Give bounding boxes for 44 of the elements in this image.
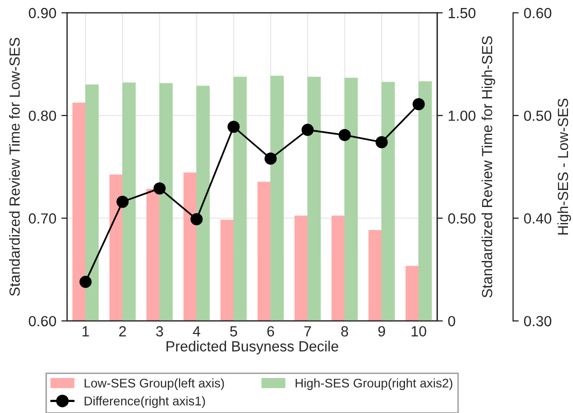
point — [190, 213, 203, 226]
y2-axis-title: Standardized Review Time for High-SES — [482, 36, 496, 298]
y3-tick-label: 0.40 — [524, 213, 552, 224]
point — [338, 128, 351, 142]
bar — [381, 82, 395, 321]
x-tick-label: 9 — [378, 326, 386, 336]
bar — [418, 81, 432, 321]
y2-tick-label: 0 — [448, 316, 456, 326]
point — [264, 152, 277, 165]
x-tick-label: 7 — [304, 326, 311, 336]
x-tick-label: 10 — [412, 326, 426, 336]
y-tick-label: 0.60 — [28, 316, 56, 326]
x-tick-label: 8 — [341, 326, 348, 336]
bar — [344, 78, 358, 321]
x-tick-label: 2 — [119, 326, 126, 336]
x-axis-title: Predicted Busyness Decile — [166, 340, 338, 354]
bar — [233, 76, 247, 321]
x-tick-label: 6 — [267, 326, 274, 336]
x-tick-label: 1 — [82, 326, 89, 336]
x-tick-label: 4 — [192, 326, 200, 336]
y-tick-label: 0.80 — [28, 110, 56, 121]
x-tick-label: 3 — [156, 326, 163, 336]
point — [116, 196, 129, 208]
y3-tick-label: 0.50 — [524, 110, 552, 121]
point — [376, 136, 388, 148]
x-tick-label: 5 — [230, 326, 238, 336]
y-tick-label: 0.70 — [28, 213, 56, 224]
legend-label: High-SES Group(right axis2) — [296, 378, 452, 390]
y-tick-label: 0.90 — [28, 8, 56, 18]
y2-tick-label: 1.50 — [448, 8, 476, 18]
y3-tick-label: 0.60 — [524, 8, 552, 18]
point — [228, 120, 240, 133]
point — [302, 124, 314, 136]
legend-label: Low-SES Group(left axis) — [84, 378, 224, 390]
y2-tick-label: 1.00 — [448, 110, 476, 121]
y-axis-title: Standardized Review Time for Low-SES — [9, 38, 20, 296]
point — [412, 98, 425, 110]
y2-tick-label: 0.50 — [448, 213, 476, 224]
point — [154, 182, 166, 194]
point — [79, 276, 92, 288]
bar — [307, 76, 321, 321]
legend-label: Difference(right axis1) — [84, 396, 205, 408]
y3-axis-title: High-SES - Low-SES — [557, 98, 572, 235]
y3-tick-label: 0.30 — [524, 316, 552, 326]
